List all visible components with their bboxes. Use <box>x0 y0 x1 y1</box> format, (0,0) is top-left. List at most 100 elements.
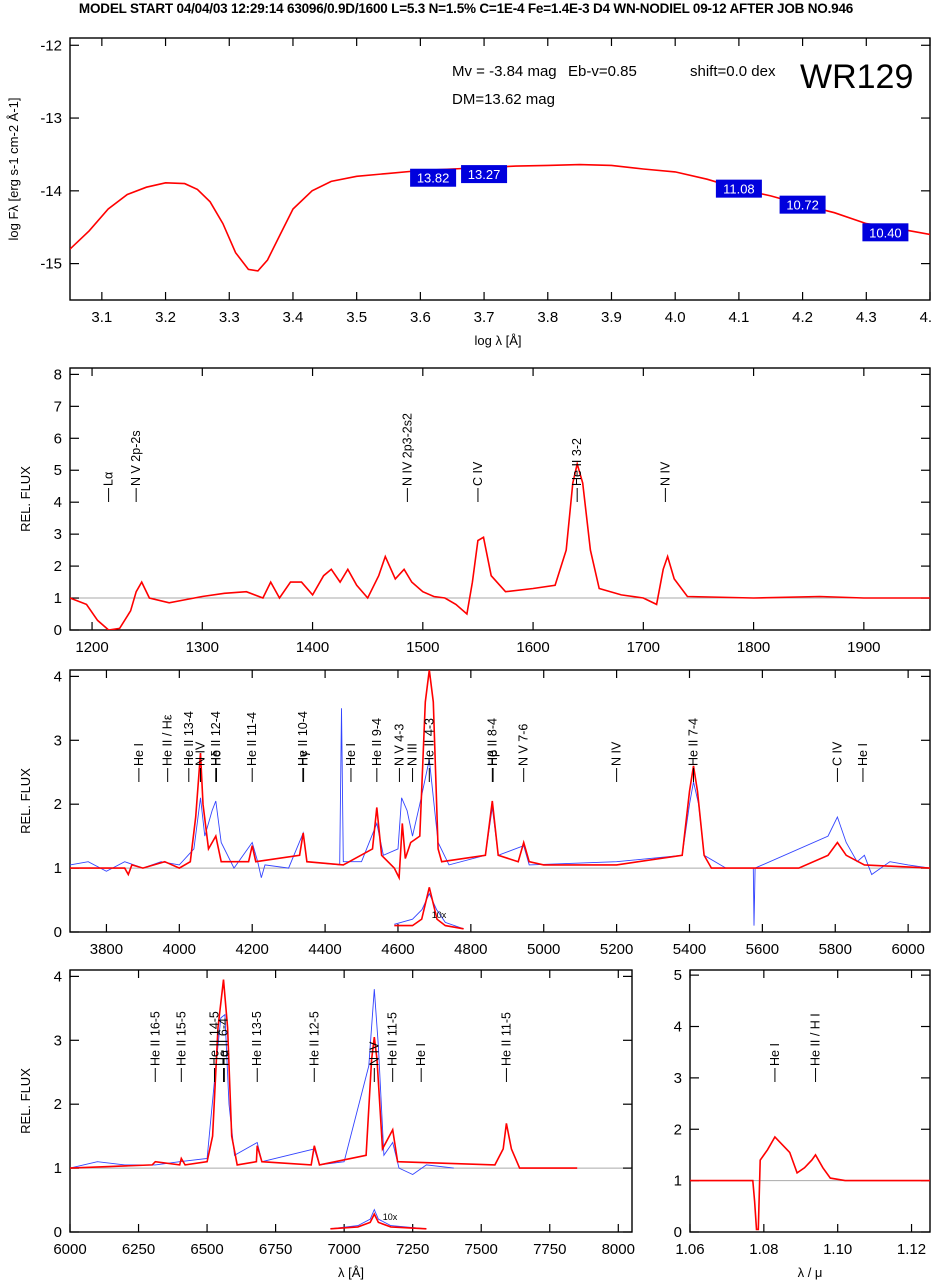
sed-axes: 3.1 3.2 3.3 3.4 3.5 3.6 3.7 3.8 3.9 4.0 4.1 4.2 4.3 4… <box>40 37 932 326</box>
optical-line-id-label: He II 11-4 <box>245 712 259 766</box>
ir-xtick-label: 1.12 <box>897 1241 926 1258</box>
photometry-magnitude: 10.40 <box>869 225 902 240</box>
sed-xtick-label: 3.8 <box>537 309 558 326</box>
uv-xtick-label: 1300 <box>186 639 219 656</box>
sed-xtick-label: 3.6 <box>410 309 431 326</box>
red-xtick-label: 7000 <box>327 1241 360 1258</box>
sed-ylabel: log Fλ [erg s-1 cm-2 Å-1] <box>6 97 21 240</box>
red-line-id-label: He II 11-5 <box>386 1012 400 1066</box>
sed-ytick-label: -13 <box>40 110 62 127</box>
plot-header: MODEL START 04/04/03 12:29:14 63096/0.9D… <box>78 1 854 16</box>
sed-xtick-label: 3.4 <box>283 309 304 326</box>
uv-frame <box>69 367 931 631</box>
red-series <box>70 979 578 1230</box>
sed-annotation-mv: Mv = -3.84 mag <box>452 63 557 80</box>
optical-line-id-label: He II 13-4 <box>182 711 196 766</box>
red-frame <box>69 969 633 1233</box>
uv-line-id-label: C IV <box>471 461 485 486</box>
red-ytick-label: 2 <box>54 1096 62 1113</box>
ir-ytick-label: 4 <box>674 1019 682 1036</box>
optical-line-id-label: C IV <box>830 741 844 766</box>
red-observed-inset-spectrum <box>330 1208 427 1230</box>
red-line-id-label: He II 14-5 <box>207 1011 221 1066</box>
uv-ytick-label: 2 <box>54 558 62 575</box>
sed-photometry: 13.82 13.27 11.08 10.72 10.40 <box>410 165 909 242</box>
uv-line-id-label: N V 2p-2s <box>129 430 143 486</box>
red-ylabel: REL. FLUX <box>18 1068 33 1134</box>
optical-line-ids: He I He II / Hε He II 13-4N IV He II 12-4Hδ… <box>132 711 870 782</box>
red-model-spectrum <box>70 979 578 1169</box>
sed-ytick-label: -12 <box>40 37 62 54</box>
photometry-box <box>715 179 762 198</box>
optical-line-id-label: N IV <box>610 741 624 766</box>
sed-annotation-dm: DM=13.62 mag <box>452 91 555 108</box>
sed-ytick-label: -14 <box>40 183 62 200</box>
ir-xtick-label: 1.10 <box>823 1241 852 1258</box>
sed-xtick-label: 3.5 <box>346 309 367 326</box>
optical-xtick-label: 5200 <box>600 941 633 958</box>
photometry-box <box>862 223 909 242</box>
optical-line-id-label: He I <box>856 743 870 766</box>
uv-ytick-label: 3 <box>54 526 62 543</box>
ir-line-id-label: He II / H I <box>809 1013 823 1066</box>
optical-xtick-label: 4000 <box>163 941 196 958</box>
optical-observed-inset-spectrum <box>394 892 464 930</box>
uv-xtick-label: 1900 <box>847 639 880 656</box>
uv-xtick-label: 1700 <box>627 639 660 656</box>
optical-ytick-label: 4 <box>54 668 62 685</box>
red-line-id-label: He II 12-5 <box>307 1011 321 1066</box>
uv-ytick-label: 0 <box>54 622 62 639</box>
optical-xtick-label: 4600 <box>381 941 414 958</box>
optical-observed-spectrum <box>70 708 930 926</box>
optical-line-id-label: He I <box>344 743 358 766</box>
red-panel: 6000 6250 6500 6750 7000 7250 7500 7750 8000 0 1 2 3… <box>18 968 635 1280</box>
uv-series <box>70 460 930 630</box>
red-line-id-label: Hα <box>217 1050 231 1066</box>
red-inset-label: 10x <box>383 1212 398 1222</box>
optical-xtick-label: 6000 <box>891 941 924 958</box>
optical-line-id-label: He II 4-3 <box>422 718 436 766</box>
optical-ylabel: REL. FLUX <box>18 768 33 834</box>
optical-xtick-label: 3800 <box>90 941 123 958</box>
sed-xtick-label: 4.1 <box>728 309 749 326</box>
red-line-id-label: He II 11-5 <box>499 1012 513 1066</box>
photometry-magnitude: 13.82 <box>417 171 450 186</box>
red-xtick-label: 6500 <box>190 1241 223 1258</box>
uv-panel: 1200 1300 1400 1500 1600 1700 1800 1900 0 1 2 3 4 5 6 7… <box>18 366 931 656</box>
uv-xtick-label: 1400 <box>296 639 329 656</box>
ir-xtick-label: 1.08 <box>749 1241 778 1258</box>
optical-line-id-label: He II 7-4 <box>687 718 701 766</box>
red-line-id-label: He II 15-5 <box>174 1011 188 1066</box>
ir-ytick-label: 2 <box>674 1121 682 1138</box>
sed-xtick-label: 4.2 <box>792 309 813 326</box>
photometry-magnitude: 13.27 <box>468 167 501 182</box>
red-xtick-label: 6750 <box>259 1241 292 1258</box>
photometry-magnitude: 10.72 <box>786 198 819 213</box>
ir-panel: 1.06 1.08 1.10 1.12 0 1 2 3 4 5 He I He II / H I λ… <box>674 967 931 1280</box>
photometry-magnitude: 11.08 <box>723 182 755 197</box>
optical-frame <box>69 669 931 933</box>
uv-ytick-label: 1 <box>54 590 62 607</box>
ir-line-id-label: He I <box>768 1043 782 1066</box>
red-xlabel: λ [Å] <box>338 1265 364 1280</box>
ir-model-spectrum <box>690 1135 930 1231</box>
ir-ytick-label: 0 <box>674 1224 682 1241</box>
red-line-id-label: N IV <box>367 1041 381 1066</box>
optical-model-inset-spectrum <box>394 887 464 930</box>
optical-line-id-label: He I <box>132 743 146 766</box>
red-ytick-label: 4 <box>54 968 62 985</box>
uv-ytick-label: 6 <box>54 430 62 447</box>
uv-xtick-label: 1800 <box>737 639 770 656</box>
optical-line-id-label: N IV <box>193 741 207 766</box>
sed-xtick-label: 3.3 <box>219 309 240 326</box>
ir-series <box>690 1135 930 1231</box>
ir-frame <box>689 969 931 1233</box>
uv-ytick-label: 5 <box>54 462 62 479</box>
uv-line-ids: Lα N V 2p-2s N IV 2p3-2s2 C IV He II 3-2 N IV <box>102 413 672 502</box>
sed-frame <box>69 37 931 301</box>
red-xtick-label: 7500 <box>465 1241 498 1258</box>
sed-xtick-label: 4.3 <box>856 309 877 326</box>
photometry-box <box>461 165 508 184</box>
red-xtick-label: 6250 <box>122 1241 155 1258</box>
